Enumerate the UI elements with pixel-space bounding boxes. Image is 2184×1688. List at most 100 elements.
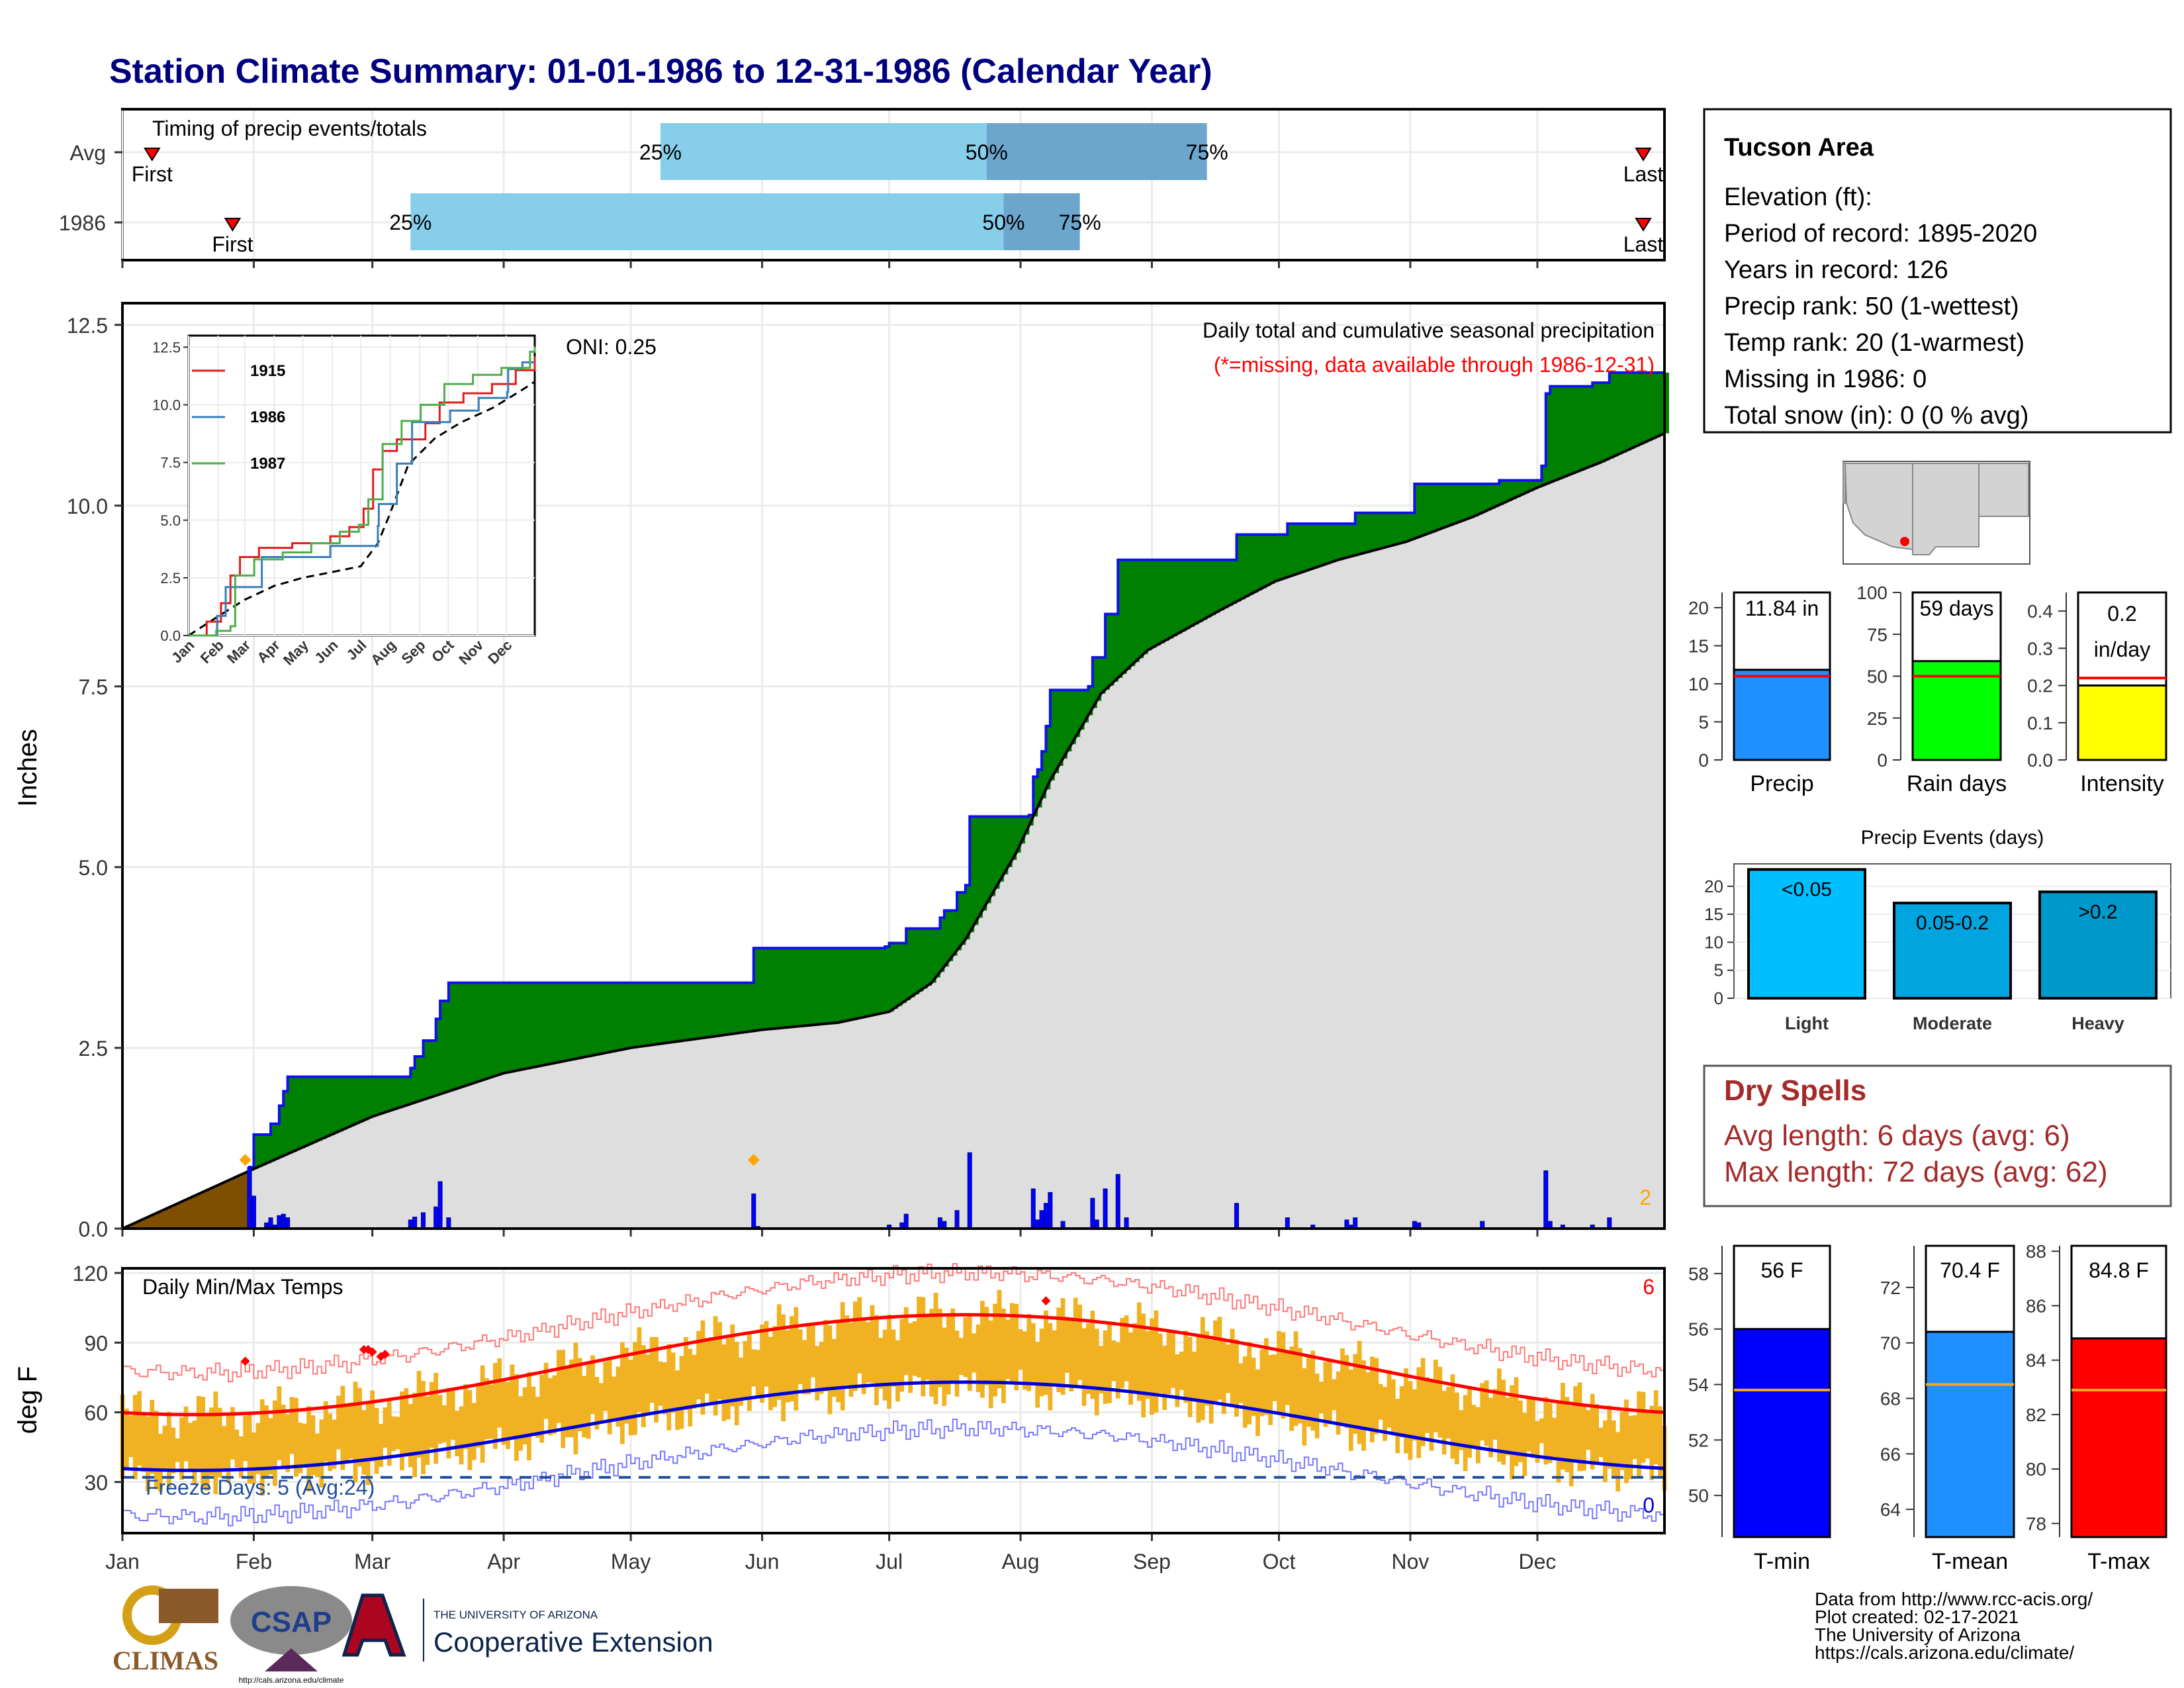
daily-temp-bar <box>1586 1410 1591 1450</box>
daily-temp-bar <box>471 1403 477 1460</box>
temp-summary-tick-label: 82 <box>2026 1405 2046 1425</box>
daily-temp-bar <box>1637 1391 1641 1477</box>
events-bar-label: Moderate <box>1913 1013 1992 1033</box>
daily-precip-bar <box>285 1217 291 1229</box>
temp-count-top: 6 <box>1643 1275 1655 1299</box>
temp-label: Daily Min/Max Temps <box>142 1275 343 1299</box>
daily-temp-bar <box>802 1340 807 1395</box>
timing-first-label: First <box>212 232 253 256</box>
ua-big-text: Cooperative Extension <box>433 1626 713 1658</box>
daily-temp-bar <box>1425 1377 1430 1433</box>
daily-temp-bar <box>522 1387 527 1445</box>
daily-temp-bar <box>739 1357 743 1406</box>
daily-temp-bar <box>1162 1345 1167 1411</box>
daily-temp-bar <box>1378 1383 1383 1420</box>
daily-temp-bar <box>387 1398 392 1466</box>
summary-bar-Intensity <box>2077 684 2167 761</box>
daily-temp-bar <box>577 1358 582 1432</box>
climas-land-icon <box>159 1589 218 1623</box>
daily-temp-bar <box>201 1397 206 1489</box>
inset-y-tick-label: 2.5 <box>160 570 181 586</box>
daily-temp-bar <box>1213 1320 1218 1405</box>
events-tick-label: 15 <box>1704 904 1723 924</box>
avg-high-line <box>122 1313 1665 1417</box>
daily-temp-bar <box>1496 1368 1502 1462</box>
daily-temp-bar <box>391 1416 396 1452</box>
daily-temp-bar <box>1539 1418 1544 1444</box>
daily-temp-bar <box>259 1399 265 1496</box>
daily-temp-bar <box>1014 1303 1019 1391</box>
daily-temp-bar <box>1607 1405 1612 1469</box>
daily-temp-bar <box>196 1395 201 1469</box>
daily-temp-bar <box>1619 1411 1625 1470</box>
daily-temp-bar <box>810 1323 815 1378</box>
daily-temp-bar <box>285 1414 291 1472</box>
events-bar-Moderate <box>1893 902 2012 1000</box>
daily-temp-bar <box>1387 1370 1392 1428</box>
daily-temp-bar <box>514 1374 519 1461</box>
daily-precip-bar <box>420 1212 426 1229</box>
daily-temp-bar <box>1187 1336 1193 1417</box>
daily-temp-bar <box>510 1364 515 1437</box>
daily-precip-bar <box>751 1194 756 1229</box>
daily-temp-bar <box>277 1386 282 1460</box>
daily-temp-bar <box>1463 1395 1468 1472</box>
daily-temp-bar <box>1314 1373 1320 1438</box>
daily-temp-bar <box>1247 1342 1252 1425</box>
daily-precip-bar <box>1115 1174 1120 1229</box>
inset-series-1986 <box>189 361 535 637</box>
month-label: Apr <box>487 1550 520 1573</box>
daily-temp-bar <box>1030 1323 1036 1382</box>
station-elevation: Elevation (ft): <box>1724 183 1872 211</box>
daily-temp-bar <box>713 1316 718 1416</box>
timing-last-marker-icon <box>1635 148 1652 162</box>
station-snow: Total snow (in): 0 (0 % avg) <box>1724 402 2028 430</box>
daily-precip-bar <box>1124 1217 1129 1229</box>
daily-temp-bar <box>137 1391 142 1466</box>
daily-temp-bar <box>1099 1346 1104 1393</box>
inset-y-tick-label: 7.5 <box>160 455 181 471</box>
daily-temp-bar <box>1577 1382 1582 1472</box>
missing-count: 2 <box>1639 1186 1651 1209</box>
summary-bar-tick-label: 15 <box>1688 636 1709 657</box>
daily-temp-bar <box>1365 1372 1371 1428</box>
daily-temp-bar <box>772 1326 778 1407</box>
daily-temp-bar <box>1594 1404 1599 1462</box>
daily-temp-bar <box>238 1436 244 1478</box>
daily-temp-bar <box>764 1321 769 1387</box>
daily-temp-bar <box>654 1336 659 1423</box>
temp-summary-tick-label: 84 <box>2026 1350 2046 1371</box>
daily-temp-bar <box>518 1396 523 1451</box>
daily-temp-bar <box>688 1348 693 1427</box>
daily-temp-bar <box>721 1344 727 1421</box>
daily-temp-bar <box>1348 1369 1353 1451</box>
summary-bar-tick-label: 75 <box>1867 624 1888 645</box>
daily-temp-bar <box>679 1356 684 1429</box>
daily-temp-bar <box>294 1397 298 1477</box>
daily-temp-bar <box>1475 1407 1480 1464</box>
inset-legend-label: 1986 <box>250 408 285 426</box>
precip-subtitle: Daily total and cumulative seasonal prec… <box>1203 318 1655 342</box>
summary-bar-tick-label: 100 <box>1856 583 1888 603</box>
daily-temp-bar <box>852 1301 858 1391</box>
record-low-line <box>122 1419 1665 1526</box>
daily-temp-bar <box>628 1360 633 1436</box>
daily-temp-bar <box>150 1399 155 1474</box>
temp-summary-tick-label: 68 <box>1880 1388 1901 1409</box>
record-marker-icon <box>380 1349 390 1359</box>
daily-temp-bar <box>455 1411 460 1456</box>
daily-temp-bar <box>594 1376 600 1430</box>
daily-precip-bar <box>1043 1203 1048 1229</box>
summary-bar-tick-label: 10 <box>1688 674 1709 694</box>
daily-precip-bar <box>937 1217 942 1229</box>
state-california-part <box>1843 459 1846 504</box>
daily-temp-bar <box>1234 1339 1239 1417</box>
climas-logo: CLIMAS <box>113 1585 218 1675</box>
daily-temp-bar <box>484 1378 489 1440</box>
daily-temp-bar <box>344 1403 349 1462</box>
daily-temp-bar <box>1293 1331 1298 1427</box>
daily-temp-bar <box>1429 1378 1434 1451</box>
daily-temp-bar <box>492 1363 498 1449</box>
daily-temp-bar <box>1340 1348 1345 1427</box>
daily-temp-bar <box>806 1323 811 1395</box>
